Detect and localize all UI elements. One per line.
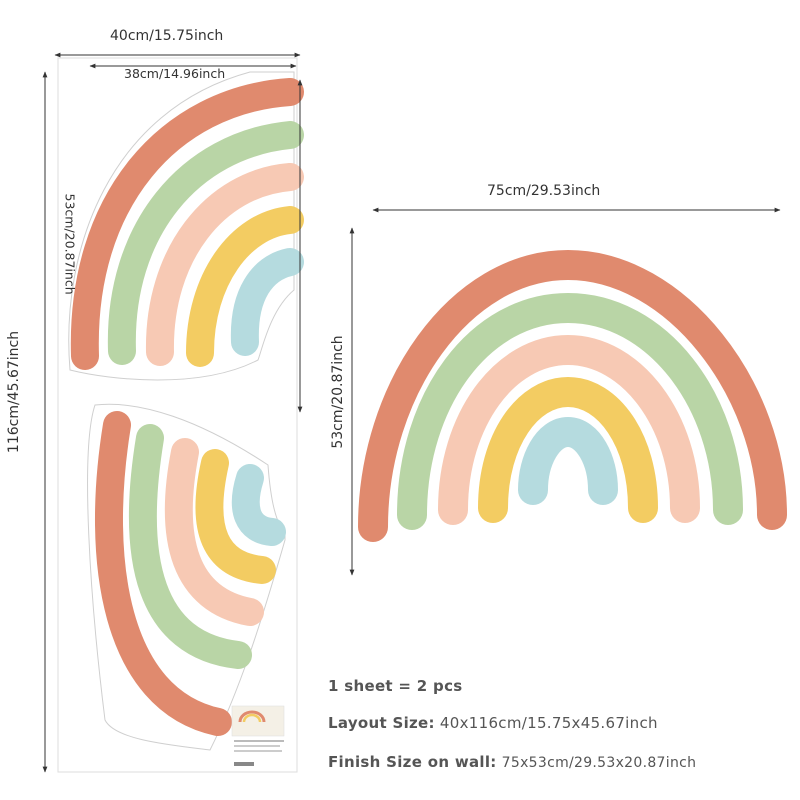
sheet-width-label: 40cm/15.75inch (110, 28, 224, 44)
band-orange-bottom (95, 411, 232, 736)
finished-band-pink (438, 334, 700, 525)
finished-rainbow (358, 249, 787, 542)
finished-band-yellow (478, 376, 658, 523)
layout-size-label: Layout Size: (328, 714, 435, 732)
band-blue-bottom (231, 464, 286, 546)
band-yellow-bottom (195, 449, 276, 584)
piece-width-label: 38cm/14.96inch (124, 66, 226, 81)
band-green-bottom (128, 424, 252, 669)
finished-band-blue (518, 416, 618, 505)
piece-height-text: 53cm/20.87inch (62, 193, 78, 295)
sheet-height-text: 116cm/45.67inch (6, 330, 22, 454)
piece-height-label: 53cm/20.87inch (20, 194, 120, 295)
finished-width-label: 75cm/29.53inch (487, 183, 601, 199)
top-rainbow-piece (68, 71, 304, 381)
layout-size: Layout Size: 40x116cm/15.75x45.67inch (328, 714, 658, 732)
bottom-rainbow-piece (87, 403, 286, 751)
band-green-top (107, 121, 304, 365)
band-orange-top (70, 78, 304, 370)
layout-size-value: 40x116cm/15.75x45.67inch (439, 714, 658, 732)
pieces-count: 1 sheet = 2 pcs (328, 677, 463, 695)
pieces-count-text: 1 sheet = 2 pcs (328, 677, 463, 695)
band-yellow-top (186, 206, 304, 367)
finish-size-value: 75x53cm/29.53x20.87inch (501, 755, 697, 771)
band-pink-top (145, 163, 304, 366)
finished-height-label: 53cm/20.87inch (278, 335, 398, 448)
finished-band-orange (358, 249, 787, 542)
finished-band-green (397, 292, 743, 530)
sheet-height-label: 116cm/45.67inch (0, 331, 84, 453)
band-blue-top (230, 248, 304, 356)
finish-size: Finish Size on wall: 75x53cm/29.53x20.87… (328, 753, 696, 771)
finish-size-label: Finish Size on wall: (328, 753, 497, 771)
finished-height-text: 53cm/20.87inch (330, 335, 346, 449)
band-pink-bottom (164, 438, 264, 626)
sheet-product-label (231, 705, 285, 766)
